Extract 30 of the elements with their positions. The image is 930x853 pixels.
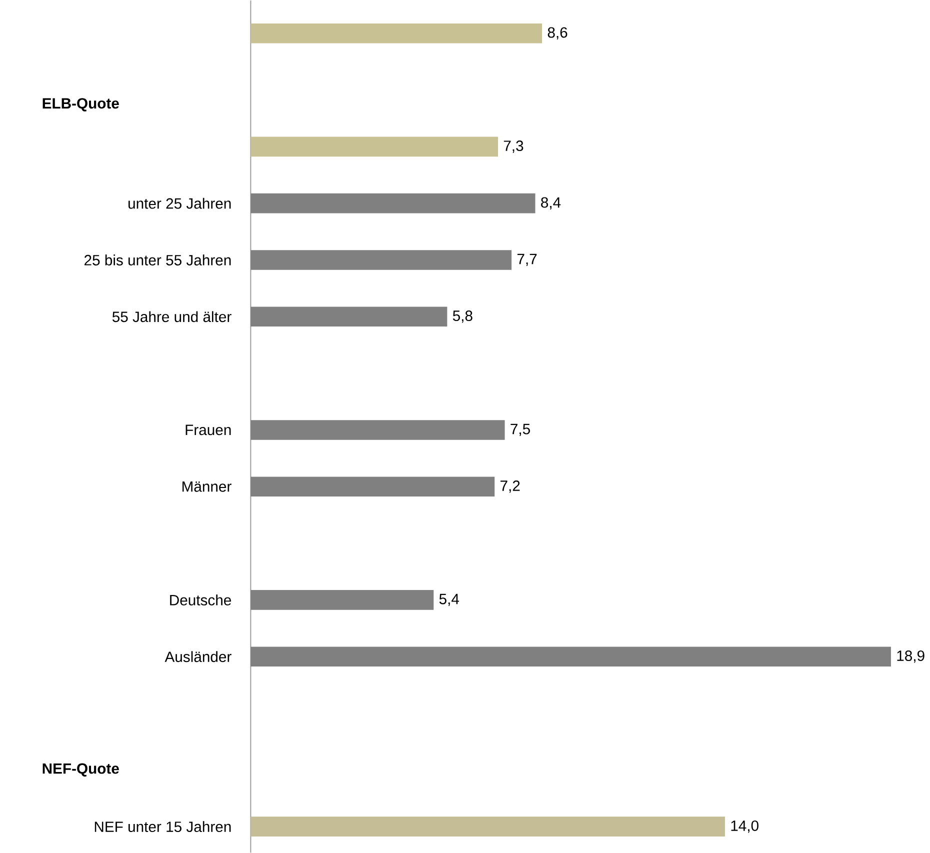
text: ELB-Quote	[42, 98, 119, 112]
data-label: 7,3	[504, 140, 524, 153]
bar	[250, 420, 505, 440]
data-label: 18,9	[897, 650, 924, 663]
bar	[250, 136, 498, 157]
bar	[250, 816, 725, 836]
bar	[250, 590, 434, 610]
bar	[250, 193, 536, 214]
bar	[250, 250, 512, 270]
y-tick-label: 55 Jahre und älter	[112, 311, 232, 322]
data-label: 7,7	[517, 254, 537, 266]
y-tick-label: Männer	[182, 481, 232, 492]
data-label: 5,4	[439, 594, 460, 606]
data-label: 7,5	[510, 424, 530, 436]
data-label: 8,6	[548, 27, 568, 40]
y-tick-label: NEF unter 15 Jahren	[94, 821, 231, 832]
text: NEF-Quote	[42, 763, 119, 777]
bar	[250, 646, 891, 666]
data-label: 14,0	[731, 820, 758, 833]
y-tick-label: unter 25 Jahren	[128, 198, 231, 209]
data-label: 7,2	[500, 480, 520, 493]
bar	[250, 476, 495, 496]
bar	[250, 23, 542, 44]
y-tick-label: Ausländer	[164, 651, 232, 662]
data-label: 8,4	[541, 197, 561, 210]
bar	[250, 306, 448, 326]
y-tick-label: Frauen	[186, 424, 231, 436]
y-tick-label: 25 bis unter 55 Jahren	[84, 254, 231, 266]
data-label: 5,8	[452, 310, 472, 323]
y-tick-label: Deutsche	[170, 594, 231, 606]
